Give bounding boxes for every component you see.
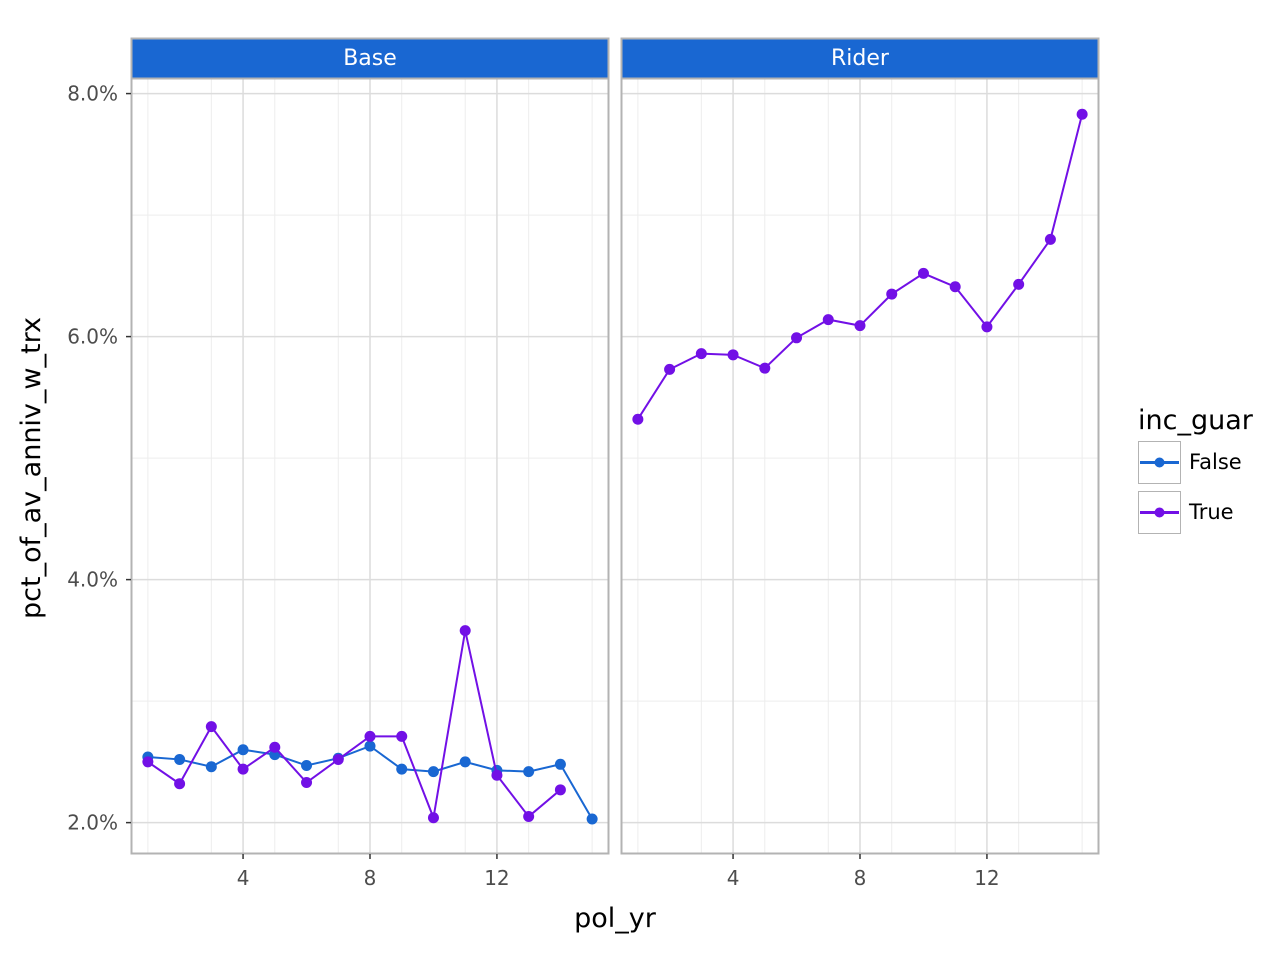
data-point-true: [491, 769, 503, 781]
data-point-true: [727, 349, 739, 361]
y-tick-label: 4.0%: [67, 568, 118, 592]
data-point-false: [554, 758, 566, 770]
strip-label-base: Base: [343, 46, 397, 71]
legend: inc_guar False True: [1138, 405, 1254, 534]
x-tick-label: 4: [727, 866, 740, 890]
x-axis: 4 8 12 4 8 12: [237, 854, 1000, 890]
data-point-true: [759, 362, 771, 374]
legend-item-false: False: [1138, 441, 1242, 484]
data-point-true: [523, 811, 535, 823]
y-axis-title: pct_of_av_anniv_w_trx: [16, 317, 47, 619]
data-point-false: [301, 760, 313, 772]
data-point-false: [396, 763, 408, 775]
data-point-false: [364, 740, 376, 752]
legend-title: inc_guar: [1138, 405, 1254, 436]
data-point-true: [886, 288, 898, 300]
data-point-false: [174, 753, 186, 765]
strip-background-rider: [620, 37, 1100, 80]
panel-border-base: [130, 77, 610, 855]
series-line-true: [147, 630, 562, 822]
grid-rider: [622, 79, 1098, 853]
facet-panel-base: Base: [130, 37, 610, 855]
data-point-true: [396, 730, 408, 742]
legend-label-false: False: [1189, 450, 1242, 474]
data-point-false: [205, 761, 217, 773]
data-point-true: [1076, 108, 1088, 120]
data-point-false: [237, 744, 249, 756]
data-point-true: [554, 784, 566, 796]
marks-base: [142, 625, 598, 825]
data-point-false: [459, 756, 471, 768]
data-point-true: [205, 721, 217, 733]
strip-background-base: [130, 37, 610, 80]
data-point-true: [364, 730, 376, 742]
data-point-true: [459, 625, 471, 637]
y-axis: 2.0% 4.0% 6.0% 8.0%: [67, 82, 131, 835]
data-point-false: [586, 813, 598, 825]
grid-base: [132, 79, 608, 853]
legend-key-point-false: [1154, 457, 1165, 468]
y-tick-label: 2.0%: [67, 811, 118, 835]
data-point-true: [1044, 233, 1056, 245]
data-point-true: [854, 320, 866, 332]
legend-key-point-true: [1154, 507, 1165, 518]
data-point-true: [981, 321, 993, 333]
data-point-true: [174, 778, 186, 790]
data-point-true: [269, 741, 281, 753]
legend-item-true: True: [1138, 491, 1234, 534]
x-tick-label: 8: [364, 866, 377, 890]
facet-panel-rider: Rider: [620, 37, 1100, 855]
panel-border-rider: [620, 77, 1100, 855]
y-tick-label: 8.0%: [67, 82, 118, 106]
legend-label-true: True: [1188, 500, 1234, 524]
y-tick-label: 6.0%: [67, 325, 118, 349]
data-point-true: [917, 267, 929, 279]
data-point-true: [695, 348, 707, 360]
data-point-true: [301, 777, 313, 789]
marks-rider: [632, 108, 1088, 425]
data-point-true: [237, 763, 249, 775]
data-point-true: [664, 363, 676, 375]
data-point-true: [427, 812, 439, 824]
data-point-true: [791, 332, 803, 344]
x-tick-label: 12: [484, 866, 509, 890]
x-tick-label: 12: [974, 866, 999, 890]
data-point-true: [822, 314, 834, 326]
data-point-true: [142, 756, 154, 768]
data-point-true: [1013, 278, 1025, 290]
data-point-true: [949, 281, 961, 293]
data-point-true: [332, 753, 344, 765]
strip-label-rider: Rider: [831, 46, 890, 71]
x-tick-label: 4: [237, 866, 250, 890]
data-point-true: [632, 413, 644, 425]
data-point-false: [523, 766, 535, 778]
x-axis-title: pol_yr: [574, 903, 657, 934]
data-point-false: [427, 766, 439, 778]
x-tick-label: 8: [854, 866, 867, 890]
